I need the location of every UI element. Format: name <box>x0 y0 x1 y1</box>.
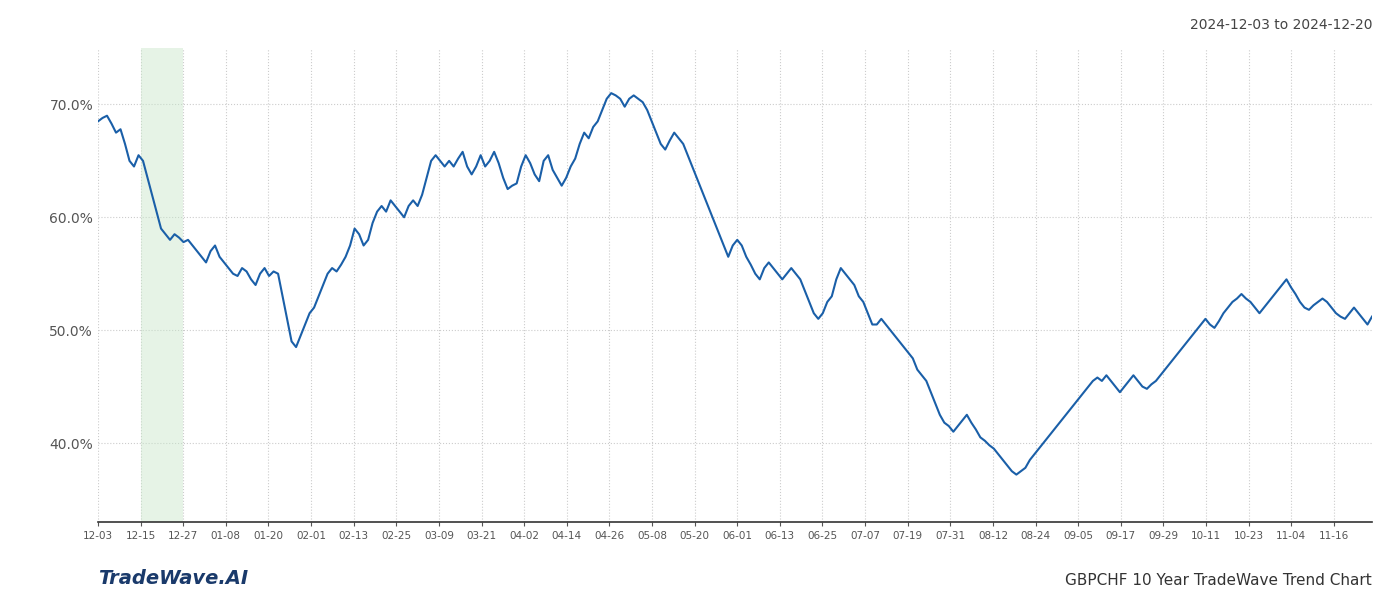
Text: TradeWave.AI: TradeWave.AI <box>98 569 248 588</box>
Text: 2024-12-03 to 2024-12-20: 2024-12-03 to 2024-12-20 <box>1190 18 1372 32</box>
Text: GBPCHF 10 Year TradeWave Trend Chart: GBPCHF 10 Year TradeWave Trend Chart <box>1065 573 1372 588</box>
Bar <box>140 48 183 522</box>
